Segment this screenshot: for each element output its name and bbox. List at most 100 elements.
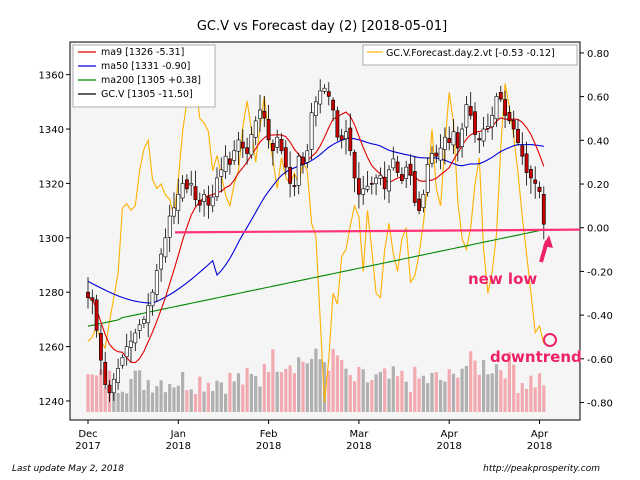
candle-body (438, 147, 443, 161)
volume-bar (241, 384, 245, 412)
volume-bar (340, 360, 344, 412)
tick-label-left: 1300 (39, 234, 64, 245)
legend-left-box (72, 44, 216, 108)
candle-body (142, 319, 146, 324)
candle-body (516, 128, 520, 143)
tick-label-right: 0.80 (587, 49, 609, 60)
volume-bar (163, 392, 167, 412)
volume-bars (86, 348, 546, 412)
volume-bar (451, 373, 456, 412)
volume-bar (348, 375, 352, 412)
volume-bar (176, 385, 180, 412)
candle-body (473, 111, 477, 135)
annotation-new-low: new low (468, 270, 537, 288)
candle-body (146, 305, 151, 324)
volume-bar (275, 371, 279, 412)
volume-bar (120, 391, 124, 412)
candle-body (129, 340, 133, 348)
volume-bar (288, 365, 292, 412)
candle-body (511, 119, 516, 130)
candle-body (339, 135, 344, 141)
candle-body (107, 384, 112, 394)
volume-bar (310, 358, 314, 412)
candle-body (283, 147, 288, 168)
candle-body (356, 178, 361, 195)
candle-body (154, 270, 159, 295)
candle-body (163, 237, 168, 258)
candle-body (395, 161, 400, 173)
candle-body (99, 333, 103, 361)
volume-bar (198, 376, 202, 412)
candle-body (507, 112, 512, 122)
candle-body (494, 96, 499, 120)
candle-body (111, 378, 116, 394)
volume-bar (464, 365, 468, 412)
volume-bar (383, 368, 387, 412)
volume-bar (193, 393, 198, 412)
volume-bar (305, 363, 309, 412)
candle-body (94, 299, 99, 331)
legend-entry: ma200 [1305 +0.38] (101, 75, 201, 86)
forecast-line (87, 63, 545, 403)
x-axis: Dec2017Jan2018Feb2018Mar2018Apr2018Apr20… (75, 420, 552, 452)
support-line (174, 228, 581, 234)
candle-body (326, 91, 331, 97)
candle-body (292, 185, 297, 187)
volume-bar (133, 370, 137, 412)
candle-body (150, 291, 155, 307)
volume-bar (456, 377, 460, 412)
volume-bar (512, 364, 516, 412)
candle-body (313, 101, 318, 116)
volume-bar (292, 373, 296, 412)
candle-body (365, 185, 370, 190)
volume-bar (284, 368, 288, 412)
volume-bar (460, 368, 464, 412)
volume-bar (507, 352, 511, 412)
volume-bar (417, 378, 421, 412)
candle-body (275, 136, 280, 148)
candle-body (421, 193, 426, 208)
volume-bar (421, 375, 425, 412)
volume-bar (262, 363, 266, 412)
volume-bar (245, 367, 249, 412)
volume-bar (95, 375, 99, 412)
candle-body (206, 196, 211, 206)
candle-body (430, 153, 434, 164)
volume-bar (490, 373, 494, 412)
volume-bar (146, 380, 150, 412)
candle-body (524, 153, 529, 173)
candle-body (185, 179, 189, 190)
tick-label-x: Dec (78, 429, 97, 440)
volume-bar (413, 366, 417, 412)
candle-body (382, 176, 387, 190)
candle-body (245, 147, 250, 154)
tick-label-right: 0.60 (587, 93, 609, 104)
tick-label-x: 2018 (436, 441, 461, 452)
volume-bar (365, 382, 370, 412)
candle-body (270, 143, 275, 152)
tick-label-left: 1360 (39, 71, 64, 82)
volume-bar (301, 361, 305, 412)
candle-body (309, 112, 314, 150)
volume-bar (172, 387, 176, 412)
candle-body (236, 139, 241, 152)
tick-label-left: 1280 (39, 288, 64, 299)
volume-bar (400, 370, 404, 412)
candle-body (215, 177, 219, 197)
tick-label-right: -0.60 (587, 355, 613, 366)
candle-body (167, 215, 172, 238)
candle-body (232, 150, 237, 161)
forecast-series (87, 63, 545, 403)
volume-bar (374, 374, 378, 412)
volume-bar (249, 373, 253, 412)
volume-bar (499, 370, 503, 412)
tick-label-left: 1340 (39, 125, 64, 136)
volume-bar (494, 364, 499, 412)
footer-last-update: Last update May 2, 2018 (12, 464, 124, 474)
candle-body (391, 158, 396, 169)
volume-bar (232, 381, 236, 412)
candle-body (124, 346, 129, 358)
volume-bar (215, 380, 219, 412)
volume-bar (408, 391, 413, 412)
